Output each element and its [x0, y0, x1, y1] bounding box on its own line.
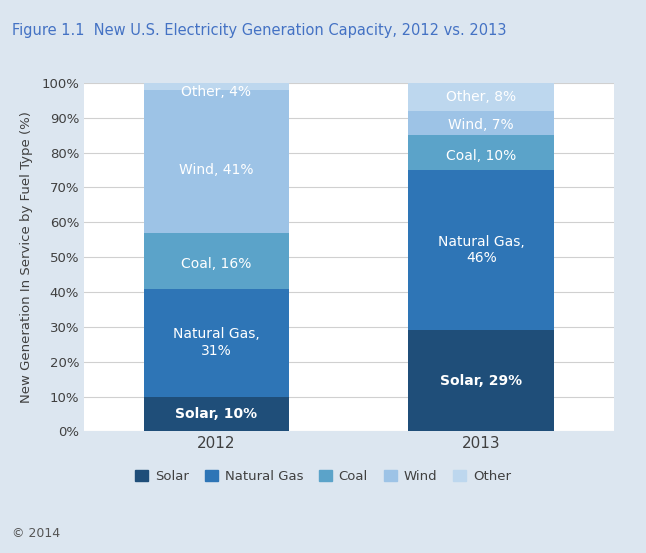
- Bar: [408, 170, 554, 330]
- Bar: [408, 83, 554, 111]
- Text: Other, 4%: Other, 4%: [182, 85, 251, 98]
- Text: Figure 1.1  New U.S. Electricity Generation Capacity, 2012 vs. 2013: Figure 1.1 New U.S. Electricity Generati…: [12, 23, 506, 38]
- Text: © 2014: © 2014: [12, 526, 59, 540]
- Text: Natural Gas,
31%: Natural Gas, 31%: [173, 327, 260, 358]
- Bar: [143, 397, 289, 431]
- Text: Wind, 7%: Wind, 7%: [448, 118, 514, 132]
- Bar: [408, 330, 554, 431]
- Text: Natural Gas,
46%: Natural Gas, 46%: [438, 235, 525, 265]
- Bar: [143, 90, 289, 233]
- Y-axis label: New Generation In Service by Fuel Type (%): New Generation In Service by Fuel Type (…: [20, 111, 33, 403]
- Text: Solar, 29%: Solar, 29%: [440, 374, 523, 388]
- Bar: [143, 76, 289, 90]
- Bar: [408, 135, 554, 170]
- Bar: [408, 111, 554, 135]
- Text: Coal, 16%: Coal, 16%: [182, 257, 251, 271]
- Bar: [143, 233, 289, 289]
- Text: Wind, 41%: Wind, 41%: [179, 163, 254, 177]
- Text: Other, 8%: Other, 8%: [446, 90, 516, 104]
- Text: Coal, 10%: Coal, 10%: [446, 149, 516, 163]
- Legend: Solar, Natural Gas, Coal, Wind, Other: Solar, Natural Gas, Coal, Wind, Other: [130, 465, 516, 488]
- Bar: [143, 289, 289, 397]
- Text: Solar, 10%: Solar, 10%: [175, 407, 258, 421]
